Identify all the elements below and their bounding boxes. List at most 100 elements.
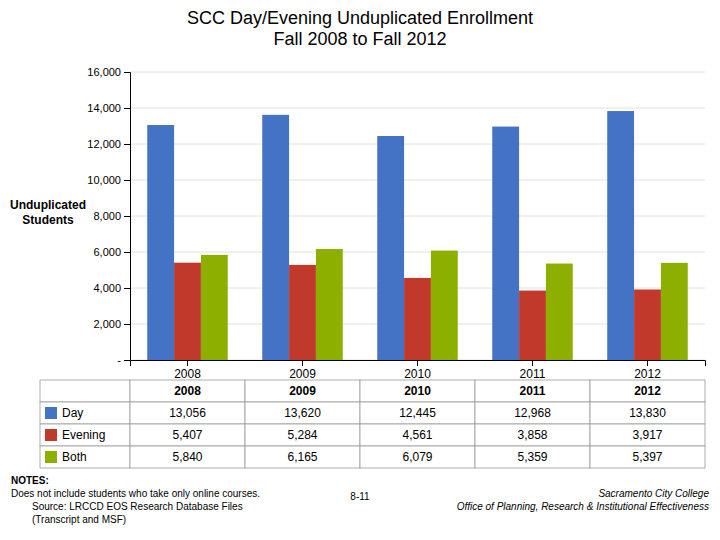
chart: SCC Day/Evening Unduplicated EnrollmentF… — [0, 0, 720, 540]
x-tick: 2009 — [289, 360, 316, 381]
bar — [377, 136, 404, 360]
y-tick-mark — [124, 252, 130, 253]
table-value: 13,830 — [629, 406, 666, 420]
legend-label: Both — [62, 450, 87, 464]
table-cell — [590, 380, 705, 402]
bar — [404, 278, 431, 360]
table-cell — [475, 446, 590, 468]
grid-line — [130, 72, 705, 73]
y-tick-label: 16,000 — [87, 66, 121, 78]
y-tick-mark — [124, 288, 130, 289]
grid-line — [130, 108, 705, 109]
table-value: 5,397 — [632, 450, 662, 464]
y-tick: 2,000 — [93, 318, 130, 330]
x-tick: 2012 — [634, 360, 661, 381]
y-tick: 10,000 — [87, 174, 130, 186]
table-cell — [245, 402, 360, 424]
y-tick-label: 12,000 — [87, 138, 121, 150]
x-tick-mark — [532, 360, 533, 366]
bar — [607, 111, 634, 360]
y-tick: 12,000 — [87, 138, 130, 150]
table-value: 13,056 — [169, 406, 206, 420]
table-cell — [130, 446, 245, 468]
x-tick-label: 2010 — [404, 367, 431, 381]
notes: NOTES:Does not include students who take… — [11, 475, 709, 525]
x-tick: 2011 — [520, 360, 546, 381]
bar — [262, 115, 289, 360]
table-cell — [130, 380, 245, 402]
table-value: 4,561 — [402, 428, 432, 442]
x-axis-line — [131, 361, 706, 367]
table-value: 3,917 — [632, 428, 662, 442]
data-table: 20082009201020112012Day13,05613,62012,44… — [40, 380, 705, 468]
table-header: 2008 — [174, 384, 201, 398]
y-tick-mark — [124, 144, 130, 145]
table-value: 5,407 — [172, 428, 202, 442]
y-tick-mark — [124, 72, 130, 73]
annotation: NOTES: — [11, 475, 49, 486]
table-header: 2011 — [519, 384, 545, 398]
table-cell — [40, 424, 130, 446]
bar — [289, 265, 316, 360]
table-value: 12,445 — [399, 406, 436, 420]
annotation: (Transcript and MSF) — [32, 514, 126, 525]
y-tick-mark — [124, 360, 130, 361]
bar — [661, 263, 688, 360]
bar — [634, 289, 661, 360]
bar — [431, 251, 458, 360]
title: SCC Day/Evening Unduplicated EnrollmentF… — [187, 8, 533, 49]
table-cell — [590, 446, 705, 468]
legend-label: Day — [62, 406, 83, 420]
y-tick-label: 8,000 — [93, 210, 121, 222]
table-cell — [475, 424, 590, 446]
annotation: Source: LRCCD EOS Research Database File… — [32, 501, 243, 512]
y-tick-label: 10,000 — [87, 174, 121, 186]
y-tick-label: 14,000 — [87, 102, 121, 114]
table-cell — [360, 402, 475, 424]
legend-swatch — [45, 429, 57, 441]
x-tick-label: 2008 — [174, 367, 201, 381]
annotation: 8-11 — [350, 491, 370, 502]
bar — [519, 291, 546, 360]
bar-series — [201, 249, 688, 360]
y-tick: 6,000 — [93, 246, 130, 258]
legend-swatch — [45, 451, 57, 463]
table-cell — [40, 380, 130, 402]
y-tick-label: 6,000 — [93, 246, 121, 258]
x-axis: 2008 2009 2010 2011 2012 — [131, 360, 706, 381]
table-value: 6,079 — [402, 450, 432, 464]
table-cell — [360, 380, 475, 402]
bar — [546, 264, 573, 360]
x-tick-label: 2011 — [520, 367, 546, 381]
bar — [492, 127, 519, 360]
table-cell — [130, 424, 245, 446]
y-tick: 14,000 — [87, 102, 130, 114]
grid — [130, 72, 705, 360]
x-tick: 2008 — [174, 360, 201, 381]
table-cell — [360, 446, 475, 468]
table-header: 2012 — [634, 384, 661, 398]
table-value: 3,858 — [517, 428, 547, 442]
x-tick: 2010 — [404, 360, 431, 381]
table-value: 12,968 — [514, 406, 551, 420]
table-cell — [475, 380, 590, 402]
bar — [201, 255, 228, 360]
table-cell — [590, 424, 705, 446]
plot: -2,0004,0006,0008,00010,00012,00014,0001… — [87, 66, 705, 381]
legend-swatch — [45, 407, 57, 419]
table-cell — [130, 402, 245, 424]
annotation: Office of Planning, Research & Instituti… — [457, 501, 709, 512]
table-cell — [475, 402, 590, 424]
y-tick-mark — [124, 216, 130, 217]
table-cell — [245, 446, 360, 468]
bar — [174, 263, 201, 360]
bar-series — [147, 111, 634, 360]
annotation: Sacramento City College — [598, 488, 709, 499]
y-axis-label: UnduplicatedStudents — [10, 198, 86, 227]
table-cell — [40, 446, 130, 468]
y-axis-line — [124, 73, 131, 361]
x-tick-mark — [647, 360, 648, 366]
table-cell — [590, 402, 705, 424]
bar-series — [174, 263, 661, 360]
table-cell — [40, 402, 130, 424]
